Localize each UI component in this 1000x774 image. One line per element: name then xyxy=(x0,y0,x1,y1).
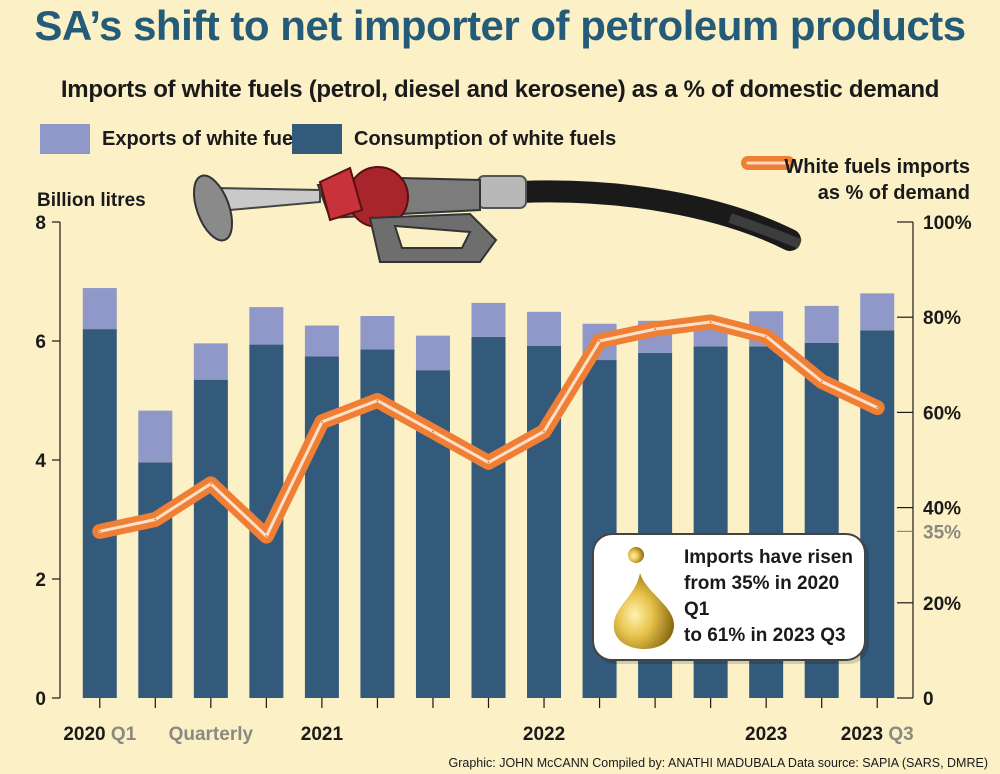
x-tick-label: 2022 xyxy=(523,724,565,745)
legend-imports-line2: as % of demand xyxy=(817,182,970,204)
bar-exports xyxy=(193,343,228,380)
imports-point xyxy=(209,482,212,485)
legend-exports: Exports of white fuels xyxy=(40,124,310,154)
callout-line3: to 61% in 2023 Q3 xyxy=(684,625,846,646)
legend-imports: White fuels imports as % of demand xyxy=(784,154,970,206)
bar-exports xyxy=(527,311,562,346)
labels-layer: Billion litres 0 2 4 6 8 0 20% 40% 60% 80% 100% 35% 2… xyxy=(35,190,971,745)
right-tick-label: 20% xyxy=(923,594,961,615)
bar-consumption xyxy=(138,462,173,698)
x-tick-label-year: 2021 xyxy=(301,724,344,745)
x-tick-label: 2023 xyxy=(745,724,787,745)
imports-point xyxy=(820,380,823,383)
left-tick-label: 4 xyxy=(35,451,46,472)
callout-line2: from 35% in 2020 Q1 xyxy=(684,573,840,620)
legend-consumption-label: Consumption of white fuels xyxy=(354,127,617,150)
x-tick-label: Quarterly xyxy=(169,724,254,745)
bar-exports xyxy=(804,305,839,343)
right-highlight-tick-label: 35% xyxy=(923,522,961,543)
right-tick-label: 100% xyxy=(923,213,972,234)
imports-point xyxy=(265,535,268,538)
callout-line1: Imports have risen xyxy=(684,547,853,568)
imports-point xyxy=(598,340,601,342)
chart-subtitle: Imports of white fuels (petrol, diesel a… xyxy=(60,76,940,103)
imports-point xyxy=(98,530,101,533)
bar-exports xyxy=(249,307,284,345)
legend-imports-line1: White fuels imports xyxy=(784,156,970,178)
x-tick-label-quarter: Quarterly xyxy=(169,724,254,745)
legend-exports-swatch xyxy=(40,124,90,154)
imports-point xyxy=(543,430,546,433)
chart-title: SA’s shift to net importer of petroleum … xyxy=(34,2,966,49)
legend-exports-label: Exports of white fuels xyxy=(102,127,310,150)
bars-layer xyxy=(82,288,895,698)
imports-point xyxy=(709,320,712,323)
imports-point xyxy=(654,328,657,331)
bar-exports xyxy=(860,293,895,331)
line-layer xyxy=(92,314,885,544)
left-axis-title: Billion litres xyxy=(37,190,146,211)
bar-exports xyxy=(82,288,117,330)
right-tick-label: 0 xyxy=(923,689,934,710)
imports-point xyxy=(376,399,379,402)
bar-exports xyxy=(471,302,506,337)
right-tick-label: 40% xyxy=(923,499,961,520)
callout-text: Imports have risen from 35% in 2020 Q1 t… xyxy=(684,545,864,649)
legend-consumption-swatch xyxy=(292,124,342,154)
imports-point xyxy=(876,406,879,409)
right-tick-label: 80% xyxy=(923,308,961,329)
x-tick-label-year: 2023 xyxy=(841,724,883,745)
bar-consumption xyxy=(82,329,117,698)
left-tick-label: 2 xyxy=(35,570,46,591)
imports-point xyxy=(154,518,157,521)
imports-point xyxy=(320,420,323,423)
x-tick-label-quarter: Q3 xyxy=(883,724,914,745)
left-tick-label: 0 xyxy=(35,689,46,710)
right-tick-label: 60% xyxy=(923,403,961,424)
x-tick-label-quarter: Q1 xyxy=(106,724,137,745)
x-tick-label-year: 2023 xyxy=(745,724,787,745)
x-tick-label-year: 2022 xyxy=(523,724,565,745)
fuel-nozzle-icon xyxy=(192,166,802,263)
axes-layer xyxy=(52,221,914,708)
bar-consumption xyxy=(304,356,339,698)
left-tick-label: 6 xyxy=(35,332,46,353)
bar-exports xyxy=(138,410,173,463)
bar-consumption xyxy=(471,336,506,698)
bar-exports xyxy=(415,335,450,371)
footer-credits: Graphic: JOHN McCANN Compiled by: ANATHI… xyxy=(448,756,989,770)
left-tick-label: 8 xyxy=(35,213,46,234)
x-tick-label: 2021 xyxy=(301,724,344,745)
legend-consumption: Consumption of white fuels xyxy=(292,124,616,154)
imports-point xyxy=(487,461,490,464)
imports-point xyxy=(765,335,768,338)
bar-consumption xyxy=(193,379,228,698)
x-tick-label-year: 2020 xyxy=(63,724,105,745)
oil-drop-icon xyxy=(613,547,675,649)
imports-point xyxy=(431,430,434,433)
x-tick-label: 2023 Q3 xyxy=(841,724,914,745)
x-tick-label: 2020 Q1 xyxy=(63,724,136,745)
bar-exports xyxy=(304,325,339,357)
bar-exports xyxy=(360,316,395,350)
callout-box: Imports have risen from 35% in 2020 Q1 t… xyxy=(592,533,866,661)
